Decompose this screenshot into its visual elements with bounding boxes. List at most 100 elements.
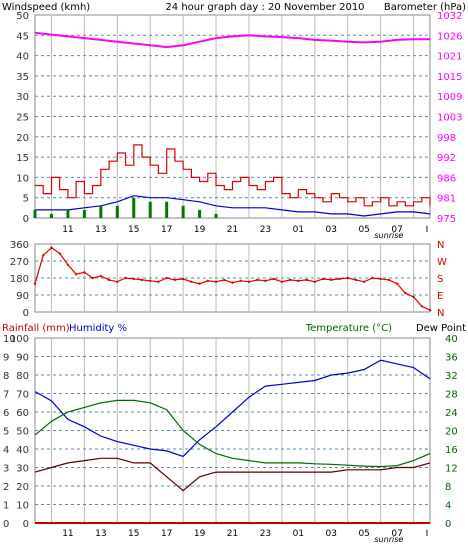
direction-tick-label: 90 (16, 291, 29, 302)
wind-direction-point (412, 295, 415, 299)
wind-direction-point (33, 282, 37, 285)
x-tick-label: 13 (95, 529, 106, 539)
humidity-temperature-panel: Rainfall (mm) Humidity % Temperature (°C) D… (2, 323, 466, 544)
humidity-tick-label: 20 (16, 482, 29, 493)
temperature-tick-label: 20 (445, 427, 458, 438)
windspeed-tick-label: 40 (16, 52, 29, 63)
humidity-tick-label: 100 (10, 334, 29, 345)
temperature-axis-title: Temperature (°C) (305, 323, 392, 334)
rainfall-tick-label: 3 (3, 464, 9, 475)
rainfall-tick-label: 6 (3, 408, 9, 419)
humidity-axis-title: Humidity % (69, 323, 127, 334)
windspeed-tick-label: 20 (16, 133, 29, 144)
humidity-tick-label: 10 (16, 501, 29, 512)
windspeed-tick-label: 0 (23, 214, 29, 225)
x-tick-label: 15 (128, 529, 139, 539)
wind-direction-point (264, 279, 267, 283)
barometer-tick-label: 1032 (437, 11, 462, 22)
x-tick-label: 13 (95, 225, 106, 235)
windspeed-tick-label: 15 (16, 153, 29, 164)
barometer-tick-label: 992 (437, 153, 456, 164)
wind-direction-point (255, 278, 259, 282)
temperature-line (34, 399, 431, 468)
wind-direction-point (173, 278, 177, 282)
dewpoint-line (34, 457, 431, 492)
humidity-tick-label: 30 (16, 464, 29, 475)
humidity-tick-label: 60 (16, 408, 29, 419)
wind-barometer-panel: 0510152025303540455097598198699299810031… (16, 11, 462, 240)
wind-direction-point (223, 278, 226, 282)
wind-direction-point (66, 263, 70, 266)
temperature-tick-label: 32 (445, 371, 458, 382)
windspeed-line (35, 144, 431, 207)
x-tick-label: 01 (293, 529, 304, 539)
x-tick-label: 23 (260, 225, 271, 235)
windspeed-tick-label: 45 (16, 31, 29, 42)
temperature-tick-label: 40 (445, 334, 458, 345)
temperature-tick-label: 8 (445, 482, 451, 493)
barometer-tick-label: 998 (437, 133, 456, 144)
wind-direction-point (362, 280, 366, 283)
x-tick-label: 17 (161, 225, 172, 235)
direction-tick-label: 0 (23, 308, 29, 319)
windspeed-tick-label: 50 (16, 11, 29, 22)
temperature-tick-label: 36 (445, 353, 458, 364)
wind-direction-point (124, 276, 127, 280)
compass-tick-label: S (437, 274, 443, 285)
wind-direction-point (321, 277, 325, 281)
rainfall-tick-label: 2 (3, 482, 9, 493)
wind-direction-point (132, 277, 135, 281)
rainfall-tick-label: 8 (3, 371, 9, 382)
x-tick-label: 03 (326, 529, 337, 539)
compass-tick-label: N (437, 240, 444, 251)
barometer-line (34, 31, 430, 49)
wind-direction-point (42, 254, 45, 257)
x-tick-label: 07 (391, 529, 402, 539)
barometer-tick-label: 1015 (437, 72, 462, 83)
wind-direction-point (107, 278, 111, 282)
wind-direction-point (116, 280, 119, 283)
x-tick-label: I (426, 529, 429, 539)
rainfall-tick-label: 4 (3, 445, 9, 456)
x-tick-label: 17 (161, 529, 172, 539)
temperature-tick-label: 28 (445, 390, 458, 401)
wind-direction-point (313, 280, 316, 283)
barometer-tick-label: 1003 (437, 113, 462, 124)
wind-average-line (35, 195, 431, 217)
windspeed-tick-label: 10 (16, 173, 29, 184)
wind-direction-point (214, 280, 218, 283)
humidity-tick-label: 80 (16, 371, 29, 382)
wind-direction-point (231, 281, 234, 284)
direction-tick-label: 360 (10, 240, 29, 251)
x-tick-label: 03 (326, 225, 337, 235)
x-tick-label: 21 (227, 225, 238, 235)
temperature-tick-label: 0 (445, 519, 451, 530)
wind-direction-point (346, 276, 349, 280)
barometer-tick-label: 975 (437, 214, 456, 225)
barometer-tick-label: 1026 (437, 31, 462, 42)
sunrise-label: sunrise (374, 535, 403, 544)
direction-tick-label: 270 (10, 257, 29, 268)
rainfall-tick-label: 0 (3, 519, 9, 530)
humidity-tick-label: 0 (23, 519, 29, 530)
x-tick-label: I (426, 225, 429, 235)
wind-direction-point (371, 276, 374, 280)
wind-direction-point (165, 276, 168, 280)
wind-direction-point (91, 276, 94, 280)
rainfall-tick-label: 9 (3, 353, 9, 364)
wind-direction-point (74, 273, 78, 276)
compass-tick-label: W (437, 257, 447, 268)
wind-direction-point (198, 282, 201, 285)
x-tick-label: 15 (128, 225, 139, 235)
wind-direction-point (149, 279, 152, 283)
compass-tick-label: N (437, 308, 444, 319)
wind-direction-point (272, 277, 275, 281)
barometer-tick-label: 981 (437, 194, 456, 205)
sunrise-label: sunrise (374, 231, 403, 240)
x-tick-label: 19 (194, 225, 206, 235)
temperature-tick-label: 4 (445, 501, 451, 512)
x-tick-label: 01 (293, 225, 304, 235)
humidity-tick-label: 90 (16, 353, 29, 364)
